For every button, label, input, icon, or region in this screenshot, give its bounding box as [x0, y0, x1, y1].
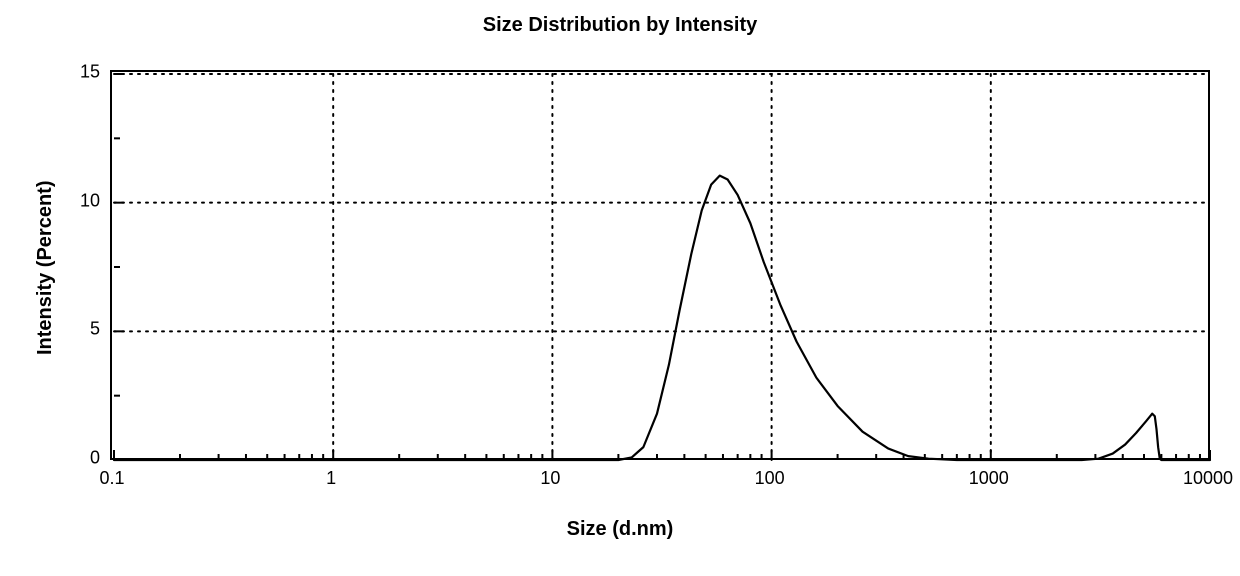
chart-title: Size Distribution by Intensity — [0, 14, 1240, 37]
x-tick-label: 0.1 — [99, 468, 124, 489]
x-tick-label: 10 — [540, 468, 560, 489]
plot-area — [110, 70, 1210, 460]
y-tick-label: 15 — [80, 62, 100, 83]
x-tick-label: 100 — [755, 468, 785, 489]
x-tick-label: 1000 — [969, 468, 1009, 489]
y-tick-label: 5 — [90, 319, 100, 340]
axis-ticks — [112, 72, 1212, 462]
y-tick-label: 10 — [80, 190, 100, 211]
x-tick-label: 1 — [326, 468, 336, 489]
y-tick-label: 0 — [90, 448, 100, 469]
x-tick-label: 10000 — [1183, 468, 1233, 489]
x-axis-label: Size (d.nm) — [0, 518, 1240, 541]
y-axis-label: Intensity (Percent) — [34, 181, 57, 355]
